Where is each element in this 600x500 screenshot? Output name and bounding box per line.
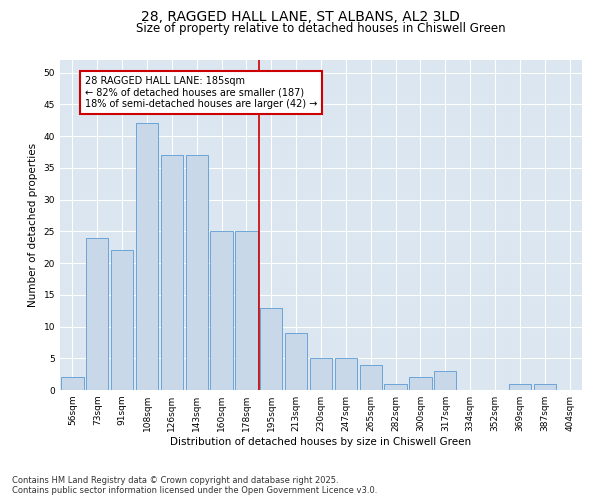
Bar [359,364,382,390]
Bar [434,371,457,390]
Bar [211,232,233,390]
Title: Size of property relative to detached houses in Chiswell Green: Size of property relative to detached ho… [136,22,506,35]
Bar [136,124,158,390]
Bar [385,384,407,390]
Bar [61,378,83,390]
Bar [533,384,556,390]
Bar [509,384,531,390]
X-axis label: Distribution of detached houses by size in Chiswell Green: Distribution of detached houses by size … [170,437,472,447]
Bar [335,358,357,390]
Text: Contains HM Land Registry data © Crown copyright and database right 2025.
Contai: Contains HM Land Registry data © Crown c… [12,476,377,495]
Bar [285,333,307,390]
Text: 28 RAGGED HALL LANE: 185sqm
← 82% of detached houses are smaller (187)
18% of se: 28 RAGGED HALL LANE: 185sqm ← 82% of det… [85,76,317,109]
Bar [86,238,109,390]
Bar [260,308,283,390]
Bar [310,358,332,390]
Bar [409,378,431,390]
Bar [235,232,257,390]
Bar [111,250,133,390]
Y-axis label: Number of detached properties: Number of detached properties [28,143,38,307]
Bar [161,155,183,390]
Text: 28, RAGGED HALL LANE, ST ALBANS, AL2 3LD: 28, RAGGED HALL LANE, ST ALBANS, AL2 3LD [140,10,460,24]
Bar [185,155,208,390]
